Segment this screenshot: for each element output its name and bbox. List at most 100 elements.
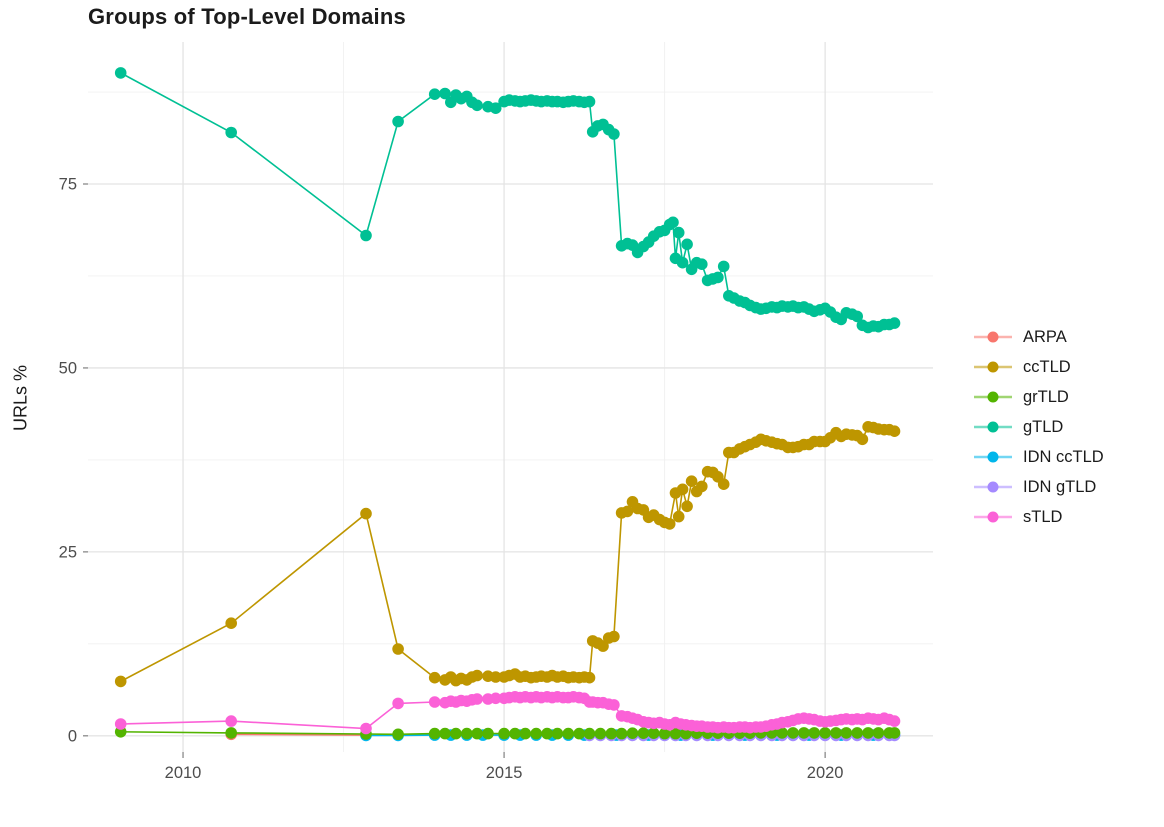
legend-item-gtld: gTLD	[974, 412, 1104, 442]
data-point	[717, 478, 730, 491]
data-point	[471, 693, 483, 705]
data-point	[225, 617, 237, 629]
legend-label: IDN ccTLD	[1023, 447, 1104, 466]
data-point	[597, 640, 609, 652]
series-cctld	[114, 421, 901, 688]
data-point	[489, 102, 502, 114]
data-point	[681, 500, 693, 513]
minor-gridlines	[88, 42, 933, 752]
data-point	[776, 727, 788, 739]
data-point	[637, 727, 650, 739]
data-point	[471, 669, 483, 682]
data-point	[573, 727, 585, 740]
data-point	[819, 727, 831, 739]
data-point	[672, 510, 685, 523]
data-point	[888, 727, 901, 739]
data-point	[696, 258, 708, 271]
data-point	[530, 727, 542, 740]
data-point	[830, 727, 842, 739]
data-point	[685, 475, 698, 488]
data-point	[608, 699, 620, 711]
data-point	[114, 718, 127, 730]
data-point	[225, 727, 237, 739]
y-axis-tick-labels: 0 25 50 75	[59, 176, 77, 746]
data-point	[647, 727, 660, 739]
svg-text:2020: 2020	[807, 764, 844, 782]
legend-key-icon	[974, 511, 1012, 523]
legend-key-icon	[974, 481, 1012, 493]
data-point	[428, 727, 441, 740]
data-point	[621, 505, 634, 518]
data-point	[672, 226, 685, 239]
data-point	[798, 727, 810, 739]
data-point	[392, 115, 404, 128]
data-point	[840, 727, 853, 739]
series-arpa	[225, 728, 372, 741]
data-point	[392, 643, 404, 655]
data-point	[471, 727, 483, 740]
legend-label: ccTLD	[1023, 357, 1071, 376]
data-point	[862, 727, 874, 739]
data-point	[114, 67, 127, 79]
data-point	[888, 317, 901, 329]
legend: ARPA ccTLD grTLD gTLD IDN ccTLD IDN gTLD sTLD	[974, 322, 1104, 532]
legend-item-grtld: grTLD	[974, 382, 1104, 412]
data-point	[583, 671, 596, 684]
data-point	[680, 727, 692, 740]
data-point	[696, 480, 708, 493]
data-point	[608, 128, 620, 140]
data-point	[428, 696, 441, 708]
legend-key-icon	[974, 391, 1012, 403]
data-point	[583, 95, 596, 108]
data-point	[605, 727, 618, 740]
data-point	[608, 630, 620, 643]
series-line	[120, 72, 895, 329]
plot-title: Groups of Top-Level Domains	[88, 4, 406, 29]
data-point	[225, 715, 237, 727]
data-point	[360, 229, 372, 242]
legend-key-icon	[974, 361, 1012, 373]
data-point	[712, 271, 724, 284]
data-point	[360, 507, 372, 520]
data-point	[888, 425, 901, 438]
data-point	[787, 727, 799, 739]
data-point	[676, 483, 689, 496]
legend-item-stld: sTLD	[974, 502, 1104, 532]
data-point	[509, 727, 521, 740]
series-line	[120, 425, 895, 683]
data-point	[498, 727, 510, 740]
data-point	[225, 126, 237, 139]
data-point	[392, 697, 404, 710]
data-point	[482, 727, 494, 740]
legend-item-cctld: ccTLD	[974, 352, 1104, 382]
legend-item-arpa: ARPA	[974, 322, 1104, 352]
data-point	[615, 727, 628, 740]
data-point	[489, 671, 502, 683]
data-point	[562, 727, 575, 740]
data-point	[583, 727, 596, 740]
data-point	[428, 671, 441, 684]
data-point	[461, 727, 473, 740]
legend-label: grTLD	[1023, 387, 1069, 406]
data-point	[663, 518, 676, 530]
svg-text:0: 0	[68, 727, 77, 745]
legend-item-idn-cctld: IDN ccTLD	[974, 442, 1104, 472]
data-point	[594, 727, 607, 740]
data-point	[450, 727, 462, 740]
series-line	[231, 733, 367, 736]
major-gridlines	[88, 42, 933, 752]
legend-label: sTLD	[1023, 507, 1063, 526]
series-gtld	[114, 67, 901, 334]
legend-key-icon	[974, 451, 1012, 463]
data-point	[519, 727, 532, 740]
data-point	[360, 722, 372, 735]
data-point	[856, 433, 869, 446]
data-point	[439, 727, 451, 740]
data-point	[626, 727, 639, 739]
data-point	[428, 88, 441, 100]
axis-tick-marks	[83, 183, 826, 758]
data-point	[114, 675, 127, 688]
legend-key-icon	[974, 331, 1012, 343]
data-point	[717, 260, 730, 273]
